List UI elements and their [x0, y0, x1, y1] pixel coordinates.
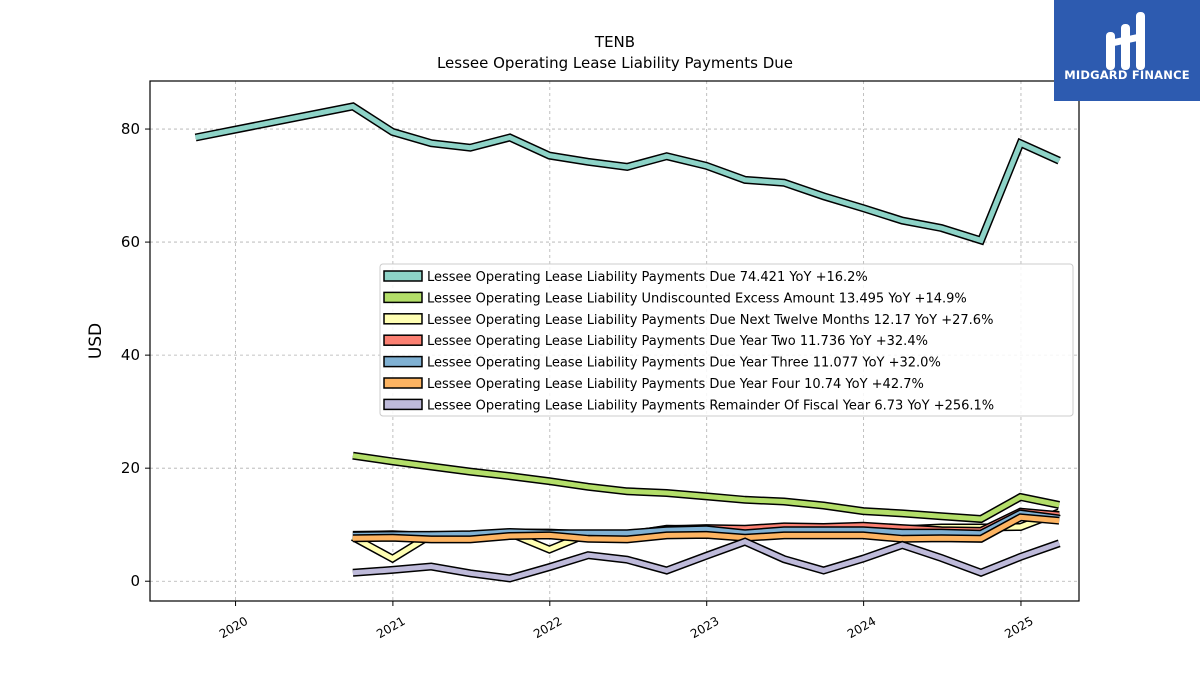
y-axis-label: USD	[86, 323, 106, 359]
legend-label: Lessee Operating Lease Liability Payment…	[427, 270, 868, 285]
legend-item[interactable]: Lessee Operating Lease Liability Payment…	[383, 334, 928, 349]
x-tick-label: 2024	[845, 614, 878, 641]
series-stroke	[352, 510, 1060, 538]
legend-item[interactable]: Lessee Operating Lease Liability Payment…	[383, 377, 924, 392]
series-line-5	[352, 509, 1060, 540]
legend-swatch	[383, 270, 423, 282]
series-stroke	[352, 453, 1060, 522]
y-tick-label: 0	[130, 572, 140, 590]
chart-title: TENB	[594, 33, 635, 51]
series-layer	[194, 102, 1061, 583]
legend-swatch	[383, 313, 423, 325]
legend[interactable]: Lessee Operating Lease Liability Payment…	[379, 263, 1074, 417]
series-line-2	[352, 451, 1060, 524]
legend-label: Lessee Operating Lease Liability Payment…	[427, 356, 941, 371]
legend-item[interactable]: Lessee Operating Lease Liability Payment…	[383, 398, 994, 413]
legend-item[interactable]: Lessee Operating Lease Liability Undisco…	[383, 291, 967, 306]
series-line-1	[194, 102, 1061, 246]
series-line-7	[352, 537, 1061, 583]
series-outline	[352, 451, 1060, 524]
legend-label: Lessee Operating Lease Liability Payment…	[427, 398, 994, 413]
series-stroke	[195, 103, 1061, 244]
y-tick-label: 40	[121, 346, 140, 364]
legend-label: Lessee Operating Lease Liability Payment…	[427, 313, 993, 328]
legend-item[interactable]: Lessee Operating Lease Liability Payment…	[383, 270, 868, 285]
legend-label: Lessee Operating Lease Liability Undisco…	[427, 291, 967, 306]
x-tick-label: 2020	[217, 614, 250, 641]
brand-mark-icon	[1106, 12, 1145, 70]
series-stroke	[352, 514, 1060, 542]
x-tick-label: 2025	[1002, 614, 1035, 641]
legend-swatch	[383, 355, 423, 368]
legend-swatch	[383, 291, 423, 304]
x-tick-label: 2023	[688, 614, 721, 641]
legend-swatch	[383, 334, 423, 346]
y-tick-label: 80	[121, 120, 140, 138]
legend-box	[379, 263, 1074, 417]
y-tick-label: 20	[121, 459, 140, 477]
legend-item[interactable]: Lessee Operating Lease Liability Payment…	[383, 355, 941, 371]
legend-swatch	[383, 398, 423, 411]
chart-subtitle: Lessee Operating Lease Liability Payment…	[437, 54, 793, 72]
legend-item[interactable]: Lessee Operating Lease Liability Payment…	[383, 313, 993, 328]
plot-frame	[149, 80, 1080, 602]
brand-name: MIDGARD FINANCE	[1064, 68, 1190, 82]
y-tick-label: 60	[121, 233, 140, 251]
series-stroke	[352, 539, 1061, 581]
series-line-6	[352, 513, 1060, 544]
series-outline	[194, 102, 1061, 246]
x-axis: 2020 2021 2022 2023 2024 2025	[217, 601, 1036, 641]
legend-label: Lessee Operating Lease Liability Payment…	[427, 377, 924, 392]
y-axis: 0 20 40 60 80	[121, 120, 150, 590]
x-tick-label: 2022	[531, 614, 564, 641]
legend-swatch	[383, 377, 423, 389]
x-tick-label: 2021	[374, 614, 407, 641]
legend-label: Lessee Operating Lease Liability Payment…	[427, 334, 928, 349]
